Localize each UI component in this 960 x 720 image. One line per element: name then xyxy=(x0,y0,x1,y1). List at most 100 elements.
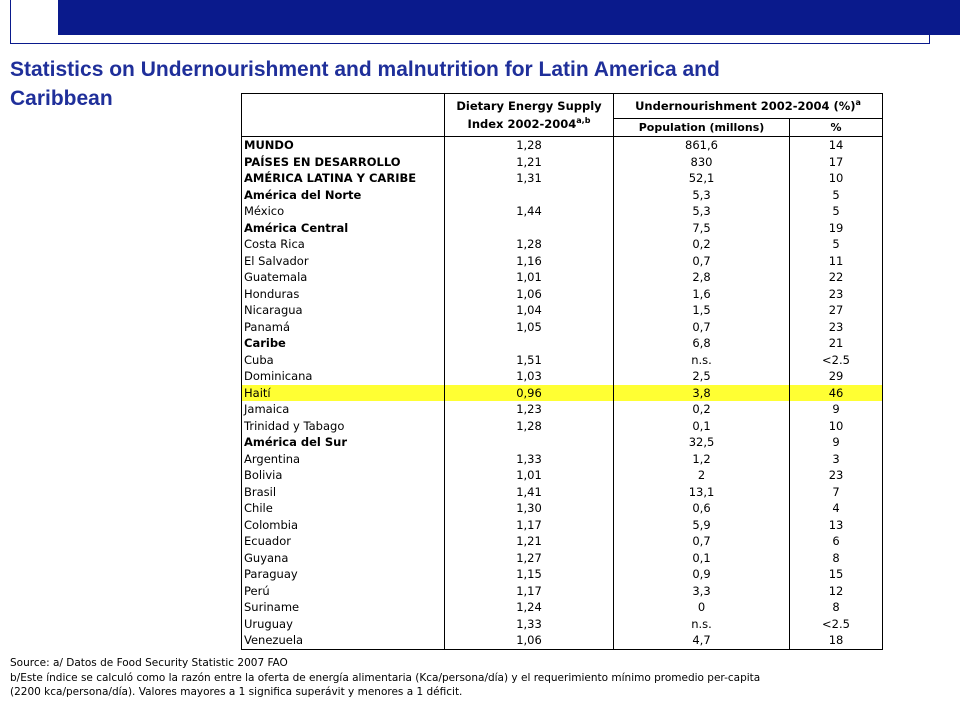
population-cell: n.s. xyxy=(613,615,790,632)
des-cell: 1,06 xyxy=(444,632,614,650)
percent-cell: 46 xyxy=(788,384,884,401)
footnote-b-line1: b/Este índice se calculó como la razón e… xyxy=(10,671,761,684)
population-cell: 0,7 xyxy=(613,318,790,335)
table-row: Suriname 1,24 0 8 xyxy=(241,599,884,616)
des-cell: 1,44 xyxy=(444,203,614,220)
source-note: Source: a/ Datos de Food Security Statis… xyxy=(10,657,288,669)
country-cell: México xyxy=(241,203,445,220)
country-cell: Argentina xyxy=(241,450,445,467)
percent-cell: 4 xyxy=(788,500,884,517)
des-cell: 1,28 xyxy=(444,417,614,434)
table-row: América del Norte 5,3 5 xyxy=(241,186,884,203)
table-row: Costa Rica 1,28 0,2 5 xyxy=(241,236,884,253)
country-cell: Jamaica xyxy=(241,401,445,418)
population-cell: 3,3 xyxy=(613,582,790,599)
table-row: Guatemala 1,01 2,8 22 xyxy=(241,269,884,286)
table-row: Trinidad y Tabago 1,28 0,1 10 xyxy=(241,417,884,434)
table-row: Cuba 1,51 n.s. <2.5 xyxy=(241,351,884,368)
population-cell: n.s. xyxy=(613,351,790,368)
population-cell: 3,8 xyxy=(613,384,790,401)
des-cell: 1,17 xyxy=(444,582,614,599)
des-cell: 1,28 xyxy=(444,236,614,253)
percent-cell: 6 xyxy=(788,533,884,550)
country-cell: Haití xyxy=(241,384,445,401)
table-row: Panamá 1,05 0,7 23 xyxy=(241,318,884,335)
country-cell: El Salvador xyxy=(241,252,445,269)
des-cell xyxy=(444,434,614,451)
table-row: Uruguay 1,33 n.s. <2.5 xyxy=(241,615,884,632)
table-row: Bolivia 1,01 2 23 xyxy=(241,467,884,484)
population-cell: 7,5 xyxy=(613,219,790,236)
population-cell: 861,6 xyxy=(613,136,790,154)
percent-cell: 3 xyxy=(788,450,884,467)
des-cell: 1,03 xyxy=(444,368,614,385)
table-row: Guyana 1,27 0,1 8 xyxy=(241,549,884,566)
percent-cell: 18 xyxy=(788,632,884,650)
population-cell: 2,8 xyxy=(613,269,790,286)
population-cell: 1,2 xyxy=(613,450,790,467)
population-cell: 0,1 xyxy=(613,549,790,566)
percent-cell: 5 xyxy=(788,186,884,203)
header-des-sublabel: Index 2002-2004a,b xyxy=(467,116,591,131)
des-cell: 1,31 xyxy=(444,170,614,187)
table-row: Colombia 1,17 5,9 13 xyxy=(241,516,884,533)
country-cell: AMÉRICA LATINA Y CARIBE xyxy=(241,170,445,187)
percent-cell: 23 xyxy=(788,318,884,335)
percent-cell: 29 xyxy=(788,368,884,385)
country-cell: América del Sur xyxy=(241,434,445,451)
country-cell: MUNDO xyxy=(241,136,445,154)
des-cell xyxy=(444,186,614,203)
table-subheader-row: Population (millons) % xyxy=(242,118,884,137)
des-cell: 1,21 xyxy=(444,153,614,170)
country-cell: Chile xyxy=(241,500,445,517)
des-cell xyxy=(444,219,614,236)
des-cell: 1,16 xyxy=(444,252,614,269)
page-title: Statistics on Undernourishment and malnu… xyxy=(10,58,720,81)
country-cell: Ecuador xyxy=(241,533,445,550)
des-cell: 1,01 xyxy=(444,269,614,286)
percent-cell: <2.5 xyxy=(788,615,884,632)
page-title-line2: Caribbean xyxy=(10,87,113,110)
country-cell: Colombia xyxy=(241,516,445,533)
country-cell: Bolivia xyxy=(241,467,445,484)
population-cell: 4,7 xyxy=(613,632,790,650)
des-cell: 1,21 xyxy=(444,533,614,550)
population-cell: 0,6 xyxy=(613,500,790,517)
country-cell: Suriname xyxy=(241,599,445,616)
population-cell: 1,5 xyxy=(613,302,790,319)
population-cell: 5,3 xyxy=(613,203,790,220)
percent-cell: 8 xyxy=(788,599,884,616)
table-row: Jamaica 1,23 0,2 9 xyxy=(241,401,884,418)
population-cell: 5,3 xyxy=(613,186,790,203)
percent-cell: 22 xyxy=(788,269,884,286)
des-cell: 1,04 xyxy=(444,302,614,319)
table-row: Caribe 6,8 21 xyxy=(241,335,884,352)
population-cell: 2,5 xyxy=(613,368,790,385)
statistics-table: Dietary Energy Supply Index 2002-2004a,b… xyxy=(241,92,884,650)
percent-cell: 21 xyxy=(788,335,884,352)
percent-cell: 14 xyxy=(788,136,884,154)
table-row: MUNDO 1,28 861,6 14 xyxy=(241,136,884,154)
table-row: México 1,44 5,3 5 xyxy=(241,203,884,220)
population-cell: 1,6 xyxy=(613,285,790,302)
header-under-sup: a xyxy=(855,98,861,108)
country-cell: Brasil xyxy=(241,483,445,500)
country-cell: PAÍSES EN DESARROLLO xyxy=(241,153,445,170)
country-cell: Costa Rica xyxy=(241,236,445,253)
table-row: Chile 1,30 0,6 4 xyxy=(241,500,884,517)
table-row: Ecuador 1,21 0,7 6 xyxy=(241,533,884,550)
table-body: MUNDO 1,28 861,6 14 PAÍSES EN DESARROLLO 1,21… xyxy=(241,136,884,650)
percent-cell: 27 xyxy=(788,302,884,319)
table-row: El Salvador 1,16 0,7 11 xyxy=(241,252,884,269)
header-bar xyxy=(58,0,960,35)
des-cell: 1,17 xyxy=(444,516,614,533)
des-cell: 1,51 xyxy=(444,351,614,368)
des-cell: 1,41 xyxy=(444,483,614,500)
country-cell: Paraguay xyxy=(241,566,445,583)
percent-cell: 23 xyxy=(788,467,884,484)
population-cell: 0,7 xyxy=(613,533,790,550)
des-cell: 1,23 xyxy=(444,401,614,418)
table-row: Brasil 1,41 13,1 7 xyxy=(241,483,884,500)
des-cell: 1,15 xyxy=(444,566,614,583)
population-cell: 2 xyxy=(613,467,790,484)
